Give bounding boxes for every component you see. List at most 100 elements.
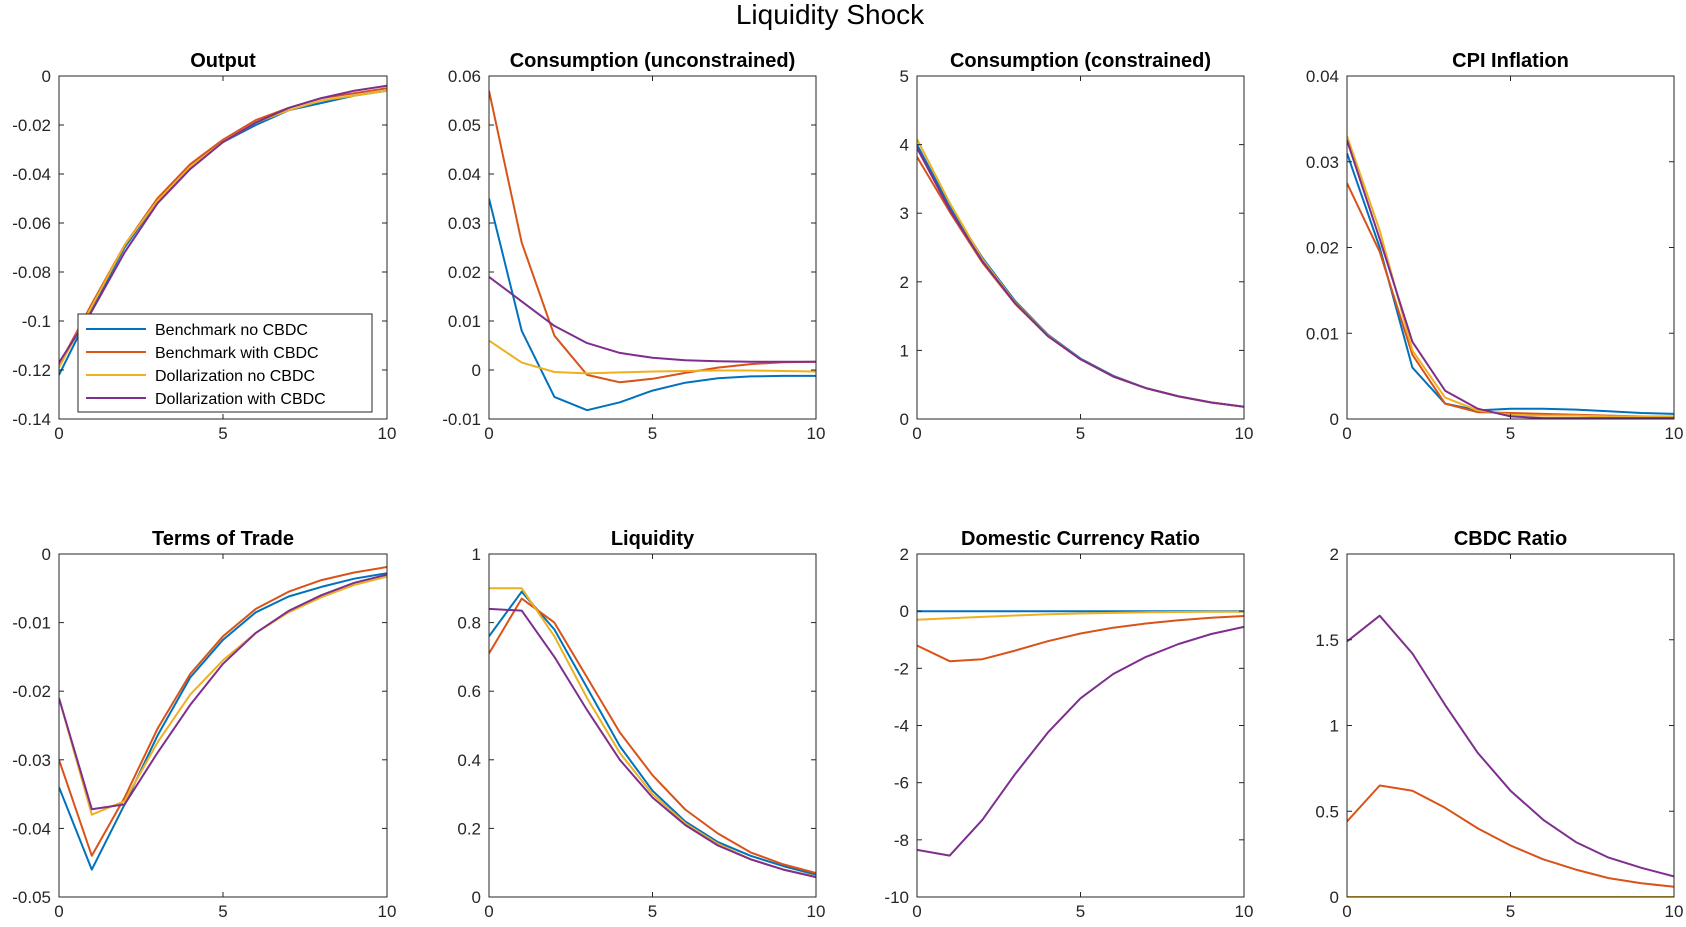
panel-consumption-constrained: 0 5 10 0 1 2 3 4 5 Consumption (constrained) <box>900 50 1254 443</box>
series-group <box>489 587 816 879</box>
series-group <box>59 84 387 376</box>
y-tick-label: 5 <box>900 67 909 86</box>
series-group <box>917 138 1244 408</box>
y-tick-label: 0.4 <box>457 751 481 770</box>
x-tick-label: 0 <box>54 424 63 443</box>
y-tick-label: -0.04 <box>12 165 51 184</box>
y-tick-label: -0.02 <box>12 682 51 701</box>
series-line-dollarization-no-cbdc <box>917 610 1244 621</box>
series-line-dollarization-with-cbdc <box>917 625 1244 857</box>
y-tick-label: 0.2 <box>457 819 481 838</box>
x-tick-label: 5 <box>218 902 227 921</box>
series-line-benchmark-no-cbdc <box>489 198 816 412</box>
series-line-benchmark-with-cbdc <box>1347 784 1674 888</box>
y-tick-label: 1 <box>900 341 909 360</box>
plot-area <box>917 554 1244 897</box>
panel-title: CBDC Ratio <box>1454 528 1567 550</box>
y-tick-label: 0 <box>42 545 51 564</box>
panel-cbdc-ratio: 0 5 10 0 0.5 1 1.5 2 CBDC Ratio <box>1315 528 1683 921</box>
y-tick-label: -0.03 <box>12 751 51 770</box>
series-group <box>917 610 1244 857</box>
series-line-benchmark-with-cbdc <box>489 597 816 874</box>
panel-terms-of-trade: 0 5 10 -0.05 -0.04 -0.03 -0.02 -0.01 0 Terms of T… <box>12 528 396 921</box>
y-tick-label: 0.01 <box>448 312 481 331</box>
plot-area <box>1347 76 1674 419</box>
y-tick-label: -0.06 <box>12 214 51 233</box>
y-tick-label: 0.03 <box>448 214 481 233</box>
plot-area <box>59 554 387 897</box>
series-line-dollarization-with-cbdc <box>59 84 387 364</box>
x-tick-label: 5 <box>1076 902 1085 921</box>
x-tick-label: 0 <box>484 902 493 921</box>
y-tick-label: -10 <box>884 888 909 907</box>
x-tick-label: 5 <box>648 902 657 921</box>
y-tick-label: 2 <box>900 545 909 564</box>
y-tick-label: -0.01 <box>12 614 51 633</box>
y-tick-label: 0.02 <box>448 263 481 282</box>
y-tick-label: -0.08 <box>12 263 51 282</box>
y-tick-label: 0.6 <box>457 682 481 701</box>
x-tick-label: 10 <box>807 424 826 443</box>
x-tick-label: 5 <box>1076 424 1085 443</box>
y-tick-label: -4 <box>894 717 909 736</box>
y-tick-label: 0.8 <box>457 614 481 633</box>
panel-domestic-currency-ratio: 0 5 10 -10 -8 -6 -4 -2 0 2 Domestic Currency Ratio <box>884 528 1253 921</box>
y-tick-label: 0.05 <box>448 116 481 135</box>
panel-title: Consumption (constrained) <box>950 50 1211 72</box>
x-tick-label: 0 <box>484 424 493 443</box>
legend-label-benchmark-with-cbdc: Benchmark with CBDC <box>155 345 319 362</box>
panel-title: CPI Inflation <box>1452 50 1569 72</box>
series-line-benchmark-with-cbdc <box>59 566 387 857</box>
panel-liquidity: 0 5 10 0 0.2 0.4 0.6 0.8 1 Liquidity <box>457 528 825 921</box>
y-tick-label: 0.04 <box>1306 67 1339 86</box>
y-tick-label: 0 <box>1330 888 1339 907</box>
panels: 0 5 10-0.14-0.12-0.1-0.08-0.06-0.04-0.020O… <box>12 50 1683 921</box>
x-tick-label: 0 <box>1342 902 1351 921</box>
x-tick-label: 5 <box>648 424 657 443</box>
y-tick-label: 3 <box>900 204 909 223</box>
series-line-dollarization-with-cbdc <box>1347 614 1674 878</box>
series-group <box>489 90 816 412</box>
series-line-dollarization-with-cbdc <box>489 607 816 879</box>
y-tick-label: 0.04 <box>448 165 481 184</box>
panel-title: Consumption (unconstrained) <box>510 50 796 72</box>
series-group <box>59 566 387 871</box>
legend: Benchmark no CBDC Benchmark with CBDC Doll… <box>77 313 373 413</box>
y-tick-label: 2 <box>900 273 909 292</box>
y-tick-label: -0.01 <box>442 410 481 429</box>
series-group <box>1347 614 1674 897</box>
panel-title: Terms of Trade <box>152 528 294 550</box>
x-tick-label: 10 <box>807 902 826 921</box>
figure-title: Liquidity Shock <box>736 0 925 30</box>
y-tick-label: -0.1 <box>22 312 51 331</box>
y-tick-label: 0.5 <box>1315 802 1339 821</box>
panel-consumption-unconstrained: 0 5 10-0.0100.010.020.030.040.050.06Consum… <box>442 50 825 443</box>
panel-title: Output <box>190 50 256 72</box>
panel-title: Domestic Currency Ratio <box>961 528 1200 550</box>
x-tick-label: 0 <box>1342 424 1351 443</box>
x-tick-label: 10 <box>1665 902 1684 921</box>
series-line-benchmark-no-cbdc <box>59 572 387 871</box>
legend-label-dollarization-with-cbdc: Dollarization with CBDC <box>155 391 326 408</box>
y-tick-label: 0 <box>900 410 909 429</box>
x-tick-label: 5 <box>1506 902 1515 921</box>
y-tick-label: 0.03 <box>1306 153 1339 172</box>
x-tick-label: 0 <box>912 902 921 921</box>
series-line-benchmark-no-cbdc <box>489 590 816 876</box>
x-tick-label: 10 <box>1235 424 1254 443</box>
series-line-dollarization-with-cbdc <box>59 573 387 811</box>
y-tick-label: -0.05 <box>12 888 51 907</box>
y-tick-label: 0 <box>1330 410 1339 429</box>
legend-box <box>77 313 373 413</box>
y-tick-label: 4 <box>900 136 909 155</box>
y-tick-label: 0 <box>472 361 481 380</box>
y-tick-label: 0.01 <box>1306 324 1339 343</box>
y-tick-label: -6 <box>894 774 909 793</box>
y-tick-label: -0.02 <box>12 116 51 135</box>
x-tick-label: 10 <box>378 902 397 921</box>
series-line-dollarization-no-cbdc <box>489 339 816 375</box>
panel-cpi-inflation: 0 5 10 0 0.01 0.02 0.03 0.04 CPI Inflation <box>1306 50 1684 443</box>
y-tick-label: 0 <box>900 602 909 621</box>
plot-area <box>1347 554 1674 897</box>
